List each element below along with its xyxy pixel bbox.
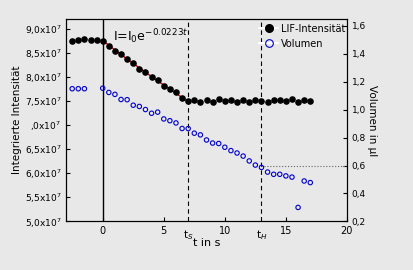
Volumen: [203, 138, 210, 142]
LIF-Intensität: [234, 100, 240, 104]
LIF-Intensität: [118, 52, 124, 56]
Text: t$_S$: t$_S$: [183, 228, 193, 242]
LIF-Intensität: [105, 43, 112, 48]
Y-axis label: Volumen in µl: Volumen in µl: [367, 85, 377, 156]
LIF-Intensität: [276, 98, 283, 102]
LIF-Intensität: [221, 99, 228, 103]
Volumen: [307, 180, 313, 185]
Text: t$_H$: t$_H$: [256, 228, 267, 242]
Volumen: [179, 126, 185, 131]
Volumen: [81, 87, 88, 91]
Volumen: [264, 170, 271, 174]
LIF-Intensität: [258, 99, 265, 103]
LIF-Intensität: [203, 98, 210, 103]
LIF-Intensität: [185, 99, 192, 103]
LIF-Intensität: [142, 70, 149, 74]
Volumen: [252, 163, 259, 167]
Volumen: [282, 174, 289, 178]
Volumen: [197, 133, 204, 137]
Volumen: [228, 148, 234, 153]
Volumen: [148, 111, 155, 115]
Volumen: [185, 126, 192, 131]
Volumen: [216, 141, 222, 146]
LIF-Intensität: [161, 83, 167, 88]
Volumen: [173, 121, 179, 125]
Volumen: [75, 87, 82, 91]
Volumen: [246, 159, 252, 163]
Volumen: [130, 103, 137, 107]
Volumen: [105, 90, 112, 94]
LIF-Intensität: [197, 100, 204, 104]
Volumen: [295, 205, 301, 210]
Volumen: [271, 172, 277, 177]
Volumen: [209, 141, 216, 145]
Volumen: [258, 165, 265, 170]
LIF-Intensität: [264, 100, 271, 104]
Volumen: [166, 119, 173, 123]
Volumen: [221, 145, 228, 149]
LIF-Intensität: [271, 98, 277, 103]
LIF-Intensität: [240, 98, 247, 103]
X-axis label: t in s: t in s: [193, 238, 220, 248]
Volumen: [100, 86, 106, 90]
Volumen: [161, 117, 167, 121]
Volumen: [142, 107, 149, 112]
Volumen: [191, 131, 197, 135]
LIF-Intensität: [112, 49, 118, 53]
Volumen: [289, 175, 295, 179]
LIF-Intensität: [282, 99, 289, 103]
Volumen: [112, 92, 118, 97]
LIF-Intensität: [69, 38, 76, 43]
Volumen: [136, 104, 142, 109]
Volumen: [301, 179, 308, 183]
LIF-Intensität: [148, 75, 155, 79]
LIF-Intensität: [179, 96, 185, 100]
Volumen: [240, 154, 247, 158]
LIF-Intensität: [93, 38, 100, 42]
Volumen: [276, 172, 283, 177]
Volumen: [124, 97, 131, 102]
LIF-Intensität: [209, 100, 216, 104]
LIF-Intensität: [100, 38, 106, 43]
LIF-Intensität: [75, 38, 82, 42]
LIF-Intensität: [301, 98, 308, 103]
Legend: LIF-Intensität, Volumen: LIF-Intensität, Volumen: [257, 22, 348, 50]
LIF-Intensität: [295, 100, 301, 104]
LIF-Intensität: [289, 97, 295, 102]
Volumen: [118, 97, 124, 102]
Volumen: [234, 151, 240, 155]
LIF-Intensität: [136, 67, 142, 71]
Volumen: [69, 87, 76, 91]
LIF-Intensität: [228, 98, 234, 102]
LIF-Intensität: [166, 87, 173, 91]
LIF-Intensität: [173, 90, 179, 94]
LIF-Intensität: [191, 98, 197, 102]
LIF-Intensität: [307, 99, 313, 103]
LIF-Intensität: [124, 57, 131, 62]
Y-axis label: Integrierte Intensität: Integrierte Intensität: [12, 66, 22, 174]
LIF-Intensität: [130, 60, 137, 65]
LIF-Intensität: [154, 78, 161, 82]
LIF-Intensität: [216, 97, 222, 102]
LIF-Intensität: [252, 98, 259, 102]
LIF-Intensität: [87, 38, 94, 42]
LIF-Intensität: [81, 37, 88, 41]
LIF-Intensität: [246, 100, 252, 104]
Volumen: [154, 110, 161, 114]
Text: I=I$_0$e$^{-0.0223t}$: I=I$_0$e$^{-0.0223t}$: [113, 27, 188, 46]
